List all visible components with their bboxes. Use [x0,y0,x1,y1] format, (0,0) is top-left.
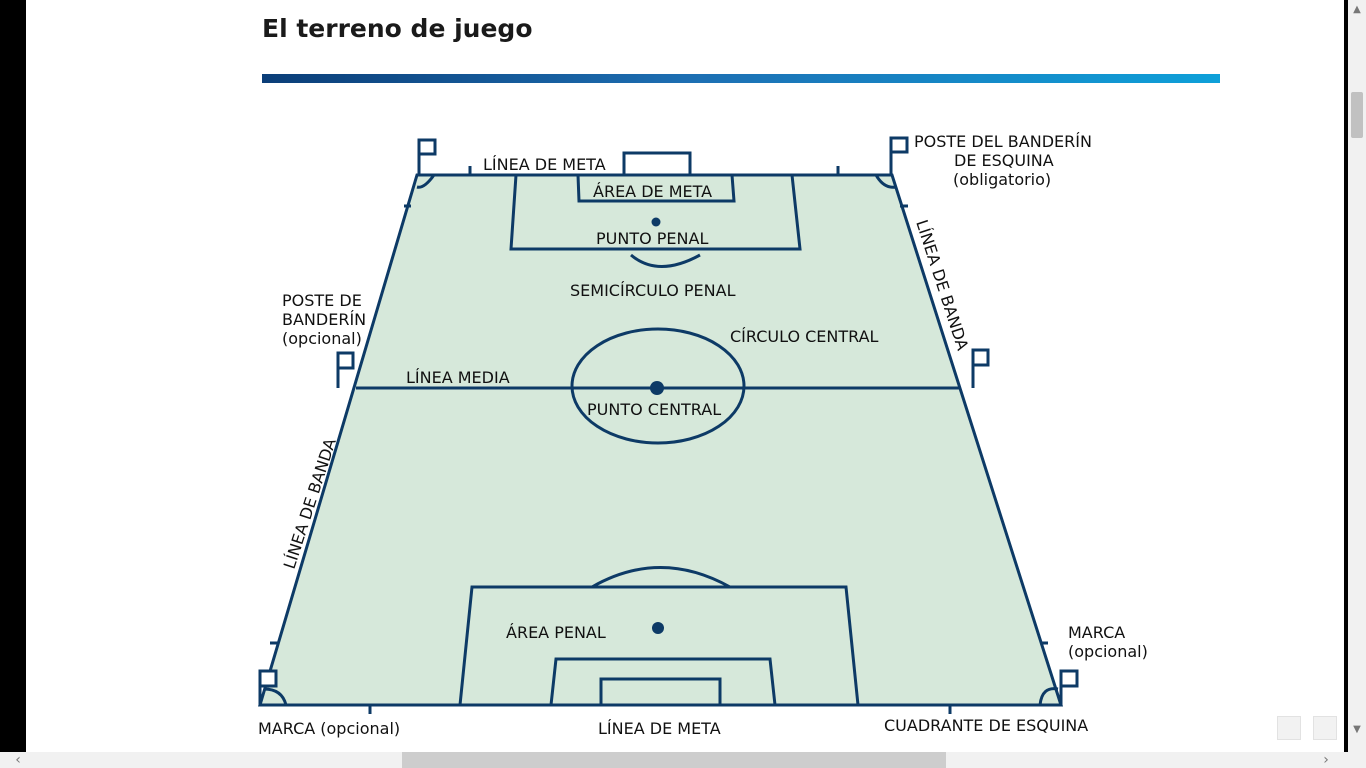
label-punto-central: PUNTO CENTRAL [587,400,721,419]
corner-arc-top-left [416,174,436,189]
label-linea-meta-top: LÍNEA DE META [483,155,606,174]
label-poste-esquina-1: POSTE DEL BANDERÍN [914,132,1092,151]
horizontal-scroll-thumb[interactable] [402,752,946,768]
page-title: El terreno de juego [262,14,533,43]
label-poste-esquina-2: DE ESQUINA [954,151,1054,170]
center-spot [650,381,664,395]
label-area-meta: ÁREA DE META [593,182,712,201]
top-penalty-spot [651,217,661,227]
bottom-penalty-area [458,585,860,707]
label-poste-opcional-1: POSTE DE [282,291,362,310]
label-poste-opcional-2: BANDERÍN [282,310,366,329]
scroll-left-icon[interactable]: ‹ [15,752,21,768]
scroll-up-icon[interactable]: ▲ [1353,4,1361,15]
label-marca-right-1: MARCA [1068,623,1125,642]
label-marca-bottom: MARCA (opcional) [258,719,400,738]
corner-arc-bottom-left [263,687,288,706]
label-semicirculo-penal: SEMICÍRCULO PENAL [570,281,736,300]
football-pitch-diagram: LÍNEA DE META ÁREA DE META PUNTO PENAL S… [257,132,1148,738]
corner-arc-top-right [874,174,897,189]
flag-bottom-right-icon [1059,669,1079,705]
top-goal [622,151,692,177]
flag-top-right-icon [889,136,909,175]
bottom-goal [599,677,722,707]
bottom-goal-area [549,657,777,707]
flag-halfway-left-icon [336,351,355,388]
bottom-penalty-spot [652,622,664,634]
scroll-right-icon[interactable]: › [1323,752,1329,768]
label-circulo-central: CÍRCULO CENTRAL [730,327,879,346]
flag-halfway-right-icon [971,348,990,388]
vertical-scroll-thumb[interactable] [1351,92,1363,138]
label-poste-opcional-3: (opcional) [282,329,362,348]
title-underline-bar [262,74,1220,83]
label-cuadrante-esquina: CUADRANTE DE ESQUINA [884,716,1088,735]
label-linea-meta-bottom: LÍNEA DE META [598,719,721,738]
flag-top-left-icon [417,138,437,175]
vertical-scrollbar[interactable]: ▲ ▼ [1348,0,1366,752]
bottom-penalty-arc [591,566,731,589]
scroll-down-icon[interactable]: ▼ [1353,724,1361,735]
prev-slide-button[interactable] [1277,716,1301,740]
label-area-penal: ÁREA PENAL [506,623,606,642]
label-marca-right-2: (opcional) [1068,642,1148,661]
top-penalty-arc [630,253,701,268]
corner-arc-bottom-right [1038,687,1059,706]
next-slide-button[interactable] [1313,716,1337,740]
label-linea-media: LÍNEA MEDIA [406,368,510,387]
center-circle [570,327,746,445]
label-poste-esquina-3: (obligatorio) [953,170,1051,189]
label-punto-penal: PUNTO PENAL [596,229,708,248]
horizontal-scrollbar[interactable]: ‹ › [0,752,1366,768]
flag-bottom-left-icon [258,669,278,705]
